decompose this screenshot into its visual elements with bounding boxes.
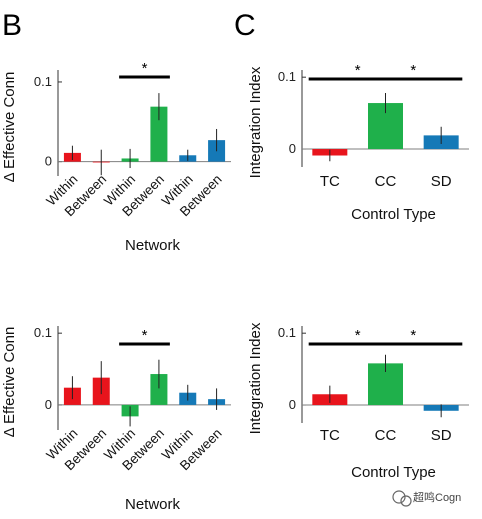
- y-tick-label: 0: [45, 154, 52, 169]
- y-tick-label: 0: [45, 397, 52, 412]
- chart-panels: 00.1WithinBetweenWithinBetweenWithinBetw…: [1, 60, 469, 513]
- significance-star: *: [355, 62, 361, 79]
- bar: [150, 106, 168, 162]
- panel-letter-b: B: [2, 9, 22, 42]
- chart-b-bottom: 00.1WithinBetweenWithinBetweenWithinBetw…: [1, 325, 231, 513]
- category-label: SD: [431, 173, 452, 190]
- y-tick-label: 0.1: [34, 325, 52, 340]
- watermark: 超鸣Cogn: [392, 490, 461, 507]
- x-axis-label: Control Type: [351, 206, 436, 223]
- y-tick-label: 0: [289, 141, 296, 156]
- y-tick-label: 0: [289, 397, 296, 412]
- y-tick-label: 0.1: [278, 325, 296, 340]
- significance-star: *: [410, 327, 416, 344]
- x-axis-label: Control Type: [351, 464, 436, 481]
- chart-c-bottom: 0 0.1 TC CC SD * * Integration Index Control Typ…: [247, 322, 469, 481]
- chart-b-top: 00.1WithinBetweenWithinBetweenWithinBetw…: [1, 60, 231, 254]
- bar: [150, 374, 168, 405]
- y-tick-label: 0.1: [278, 69, 296, 84]
- category-label: TC: [320, 173, 340, 190]
- wechat-icon: [392, 490, 412, 507]
- category-label: CC: [375, 427, 397, 444]
- x-axis-label: Network: [125, 237, 181, 254]
- significance-star: *: [142, 327, 148, 344]
- category-label: CC: [375, 173, 397, 190]
- panel-letter-c: C: [234, 9, 256, 42]
- y-tick-label: 0.1: [34, 74, 52, 89]
- y-axis-label: Integration Index: [247, 322, 264, 434]
- y-axis-label: Integration Index: [247, 66, 264, 178]
- significance-star: *: [142, 60, 148, 77]
- x-axis-label: Network: [125, 496, 181, 513]
- significance-star: *: [410, 62, 416, 79]
- category-label: TC: [320, 427, 340, 444]
- chart-c-top: 0 0.1 TC CC SD * * Integration Index Control Typ…: [247, 62, 469, 223]
- y-axis-label: Δ Effective Conn: [1, 72, 18, 183]
- y-axis-label: Δ Effective Conn: [1, 327, 18, 438]
- significance-star: *: [355, 327, 361, 344]
- watermark-text: 超鸣Cogn: [413, 490, 461, 504]
- category-label: SD: [431, 427, 452, 444]
